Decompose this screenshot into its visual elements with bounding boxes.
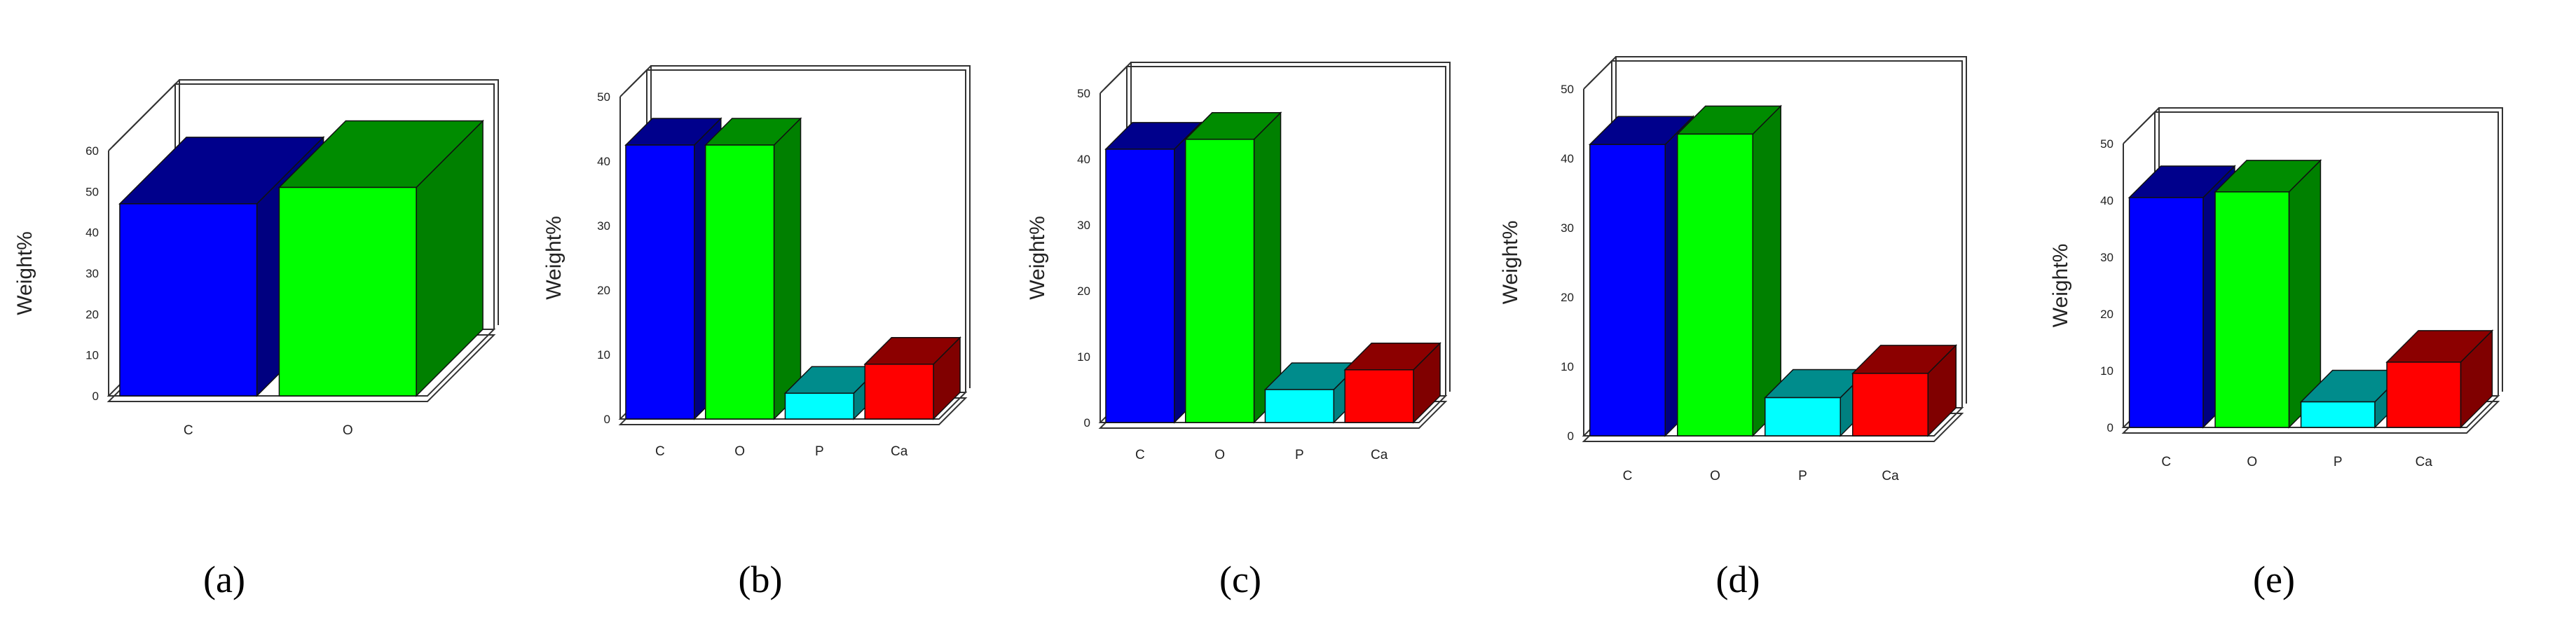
bar-o [1676,104,1783,437]
chart-panel-1: 0 10 20 30 40 50 60 Weight% C O (a) [13,79,499,600]
y-tick-label: 40 [1077,153,1090,166]
bar-o [704,117,802,420]
y-tick-label: 60 [85,144,99,158]
y-tick-label: 10 [2100,364,2113,378]
x-category-label: Ca [891,444,908,459]
y-tick-label: 10 [597,348,610,362]
panel-label: (b) [739,558,783,600]
x-category-label: Ca [1882,469,1899,483]
panel-label: (c) [1219,558,1261,600]
y-tick-label: 20 [85,308,99,321]
y-tick-label: 10 [1077,350,1090,364]
y-tick-label: 30 [1077,219,1090,232]
x-category-label: P [815,444,824,459]
bar-p [1263,362,1362,424]
chart-panel-3: 0 10 20 30 40 50 Weight% C O P Ca (c) [1026,62,1451,600]
bar-o [278,119,484,397]
y-axis-label: Weight% [1499,221,1522,305]
panel-label: (a) [203,558,245,600]
y-tick-label: 50 [597,90,610,104]
bar-o [2214,159,2322,429]
y-tick-label: 40 [85,226,99,240]
y-tick-label: 30 [1561,221,1574,235]
x-category-label: Ca [1371,448,1388,462]
chart-panel-2: 0 10 20 30 40 50 Weight% C O P Ca (b) [542,65,971,600]
panel-label: (d) [1716,558,1760,600]
y-tick-label: 0 [604,413,610,426]
y-tick-label: 30 [2100,251,2113,264]
y-tick-label: 40 [2100,194,2113,207]
y-axis-label: Weight% [13,231,36,315]
y-tick-label: 0 [93,390,99,403]
bar-ca [1343,341,1441,424]
x-category-label: C [184,423,193,438]
y-tick-label: 10 [85,349,99,362]
y-tick-label: 30 [597,219,610,233]
x-category-label: C [2161,455,2171,469]
y-tick-label: 20 [2100,308,2113,321]
y-tick-label: 20 [1561,291,1574,304]
y-tick-label: 40 [1561,152,1574,165]
x-category-label: O [734,444,745,459]
x-category-label: C [1623,469,1633,483]
y-tick-label: 50 [1077,87,1090,100]
x-category-label: O [2247,455,2257,469]
bar-ca [863,336,961,420]
x-category-label: P [2334,455,2343,469]
y-tick-label: 10 [1561,360,1574,373]
y-tick-label: 0 [2107,421,2113,434]
y-tick-label: 50 [85,185,99,198]
panel-label: (e) [2253,558,2295,600]
y-tick-label: 20 [1077,284,1090,298]
bar-ca [1851,344,1958,437]
y-tick-label: 40 [597,155,610,168]
y-tick-label: 50 [1561,83,1574,96]
y-tick-label: 50 [2100,137,2113,151]
x-category-label: O [1710,469,1720,483]
chart-panel-4: 0 10 20 30 40 50 Weight% C O P Ca (d) [1499,56,1967,600]
x-category-label: C [1135,448,1145,462]
chart-panel-5: 0 10 20 30 40 50 Weight% C O P Ca (e) [2049,107,2503,600]
y-tick-label: 30 [85,267,99,280]
bar-ca [2385,329,2494,429]
x-category-label: P [1798,469,1807,483]
y-axis-label: Weight% [2049,244,2072,328]
x-category-label: O [1214,448,1225,462]
x-category-label: C [655,444,665,459]
x-category-label: O [343,423,353,438]
y-tick-label: 20 [597,284,610,297]
bar-o [1184,111,1282,424]
y-tick-label: 0 [1568,430,1574,443]
x-category-label: Ca [2416,455,2433,469]
y-tick-label: 0 [1084,416,1090,430]
y-axis-label: Weight% [542,216,566,300]
y-axis-label: Weight% [1026,216,1049,300]
x-category-label: P [1295,448,1304,462]
bar-p [783,365,882,420]
